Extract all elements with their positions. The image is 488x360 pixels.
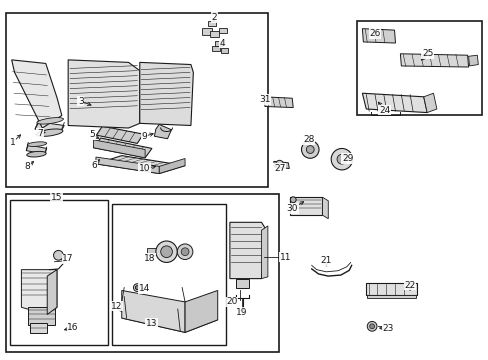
Bar <box>6 13 267 187</box>
Text: 10: 10 <box>139 164 150 173</box>
Polygon shape <box>47 270 57 315</box>
Bar <box>112 204 225 345</box>
Polygon shape <box>264 97 293 108</box>
Polygon shape <box>30 323 47 333</box>
Bar <box>6 194 278 352</box>
Circle shape <box>306 146 313 153</box>
Polygon shape <box>184 291 217 332</box>
Polygon shape <box>93 140 145 158</box>
Text: 25: 25 <box>421 49 432 58</box>
Polygon shape <box>28 307 55 325</box>
Text: 9: 9 <box>142 132 147 141</box>
Text: 3: 3 <box>78 96 83 105</box>
Text: 12: 12 <box>111 302 122 311</box>
Polygon shape <box>75 103 118 110</box>
Polygon shape <box>207 21 215 26</box>
Polygon shape <box>122 291 184 332</box>
Polygon shape <box>12 60 61 128</box>
Text: 18: 18 <box>143 254 155 263</box>
Polygon shape <box>215 41 222 45</box>
Polygon shape <box>68 60 140 128</box>
Circle shape <box>330 148 352 170</box>
Polygon shape <box>366 296 416 298</box>
Polygon shape <box>159 158 184 174</box>
Polygon shape <box>423 93 436 113</box>
Text: 24: 24 <box>378 105 389 114</box>
Circle shape <box>181 248 188 256</box>
Polygon shape <box>290 197 322 215</box>
Polygon shape <box>147 248 157 255</box>
Text: 5: 5 <box>89 130 95 139</box>
Text: 15: 15 <box>51 193 62 202</box>
Polygon shape <box>322 197 327 219</box>
Circle shape <box>336 154 346 164</box>
Polygon shape <box>218 28 227 33</box>
Polygon shape <box>96 157 159 174</box>
Polygon shape <box>26 145 47 154</box>
Bar <box>10 200 108 345</box>
Polygon shape <box>273 161 289 168</box>
Ellipse shape <box>36 129 63 136</box>
Polygon shape <box>468 55 477 66</box>
Circle shape <box>133 284 141 292</box>
Polygon shape <box>210 31 219 37</box>
Text: 8: 8 <box>25 162 31 171</box>
Polygon shape <box>96 156 184 174</box>
Polygon shape <box>122 305 217 332</box>
Polygon shape <box>362 93 427 113</box>
Circle shape <box>301 141 318 158</box>
Text: 27: 27 <box>273 164 285 173</box>
Text: 14: 14 <box>139 284 150 293</box>
Circle shape <box>369 324 374 329</box>
Text: 23: 23 <box>382 324 393 333</box>
Text: 20: 20 <box>225 297 237 306</box>
Polygon shape <box>400 54 468 67</box>
Text: 4: 4 <box>219 39 225 48</box>
Text: 16: 16 <box>67 323 79 332</box>
Ellipse shape <box>27 142 46 147</box>
Polygon shape <box>212 46 220 51</box>
Text: 30: 30 <box>286 204 297 213</box>
Polygon shape <box>93 138 152 158</box>
Circle shape <box>290 197 296 203</box>
Polygon shape <box>366 283 417 296</box>
Text: 19: 19 <box>235 308 247 317</box>
Circle shape <box>366 321 376 331</box>
Circle shape <box>156 241 177 262</box>
Text: 13: 13 <box>146 319 157 328</box>
Circle shape <box>177 244 192 260</box>
Text: 31: 31 <box>259 95 270 104</box>
Circle shape <box>135 285 139 289</box>
Text: 22: 22 <box>404 280 415 289</box>
Circle shape <box>54 251 63 260</box>
Text: 7: 7 <box>37 129 42 138</box>
Text: 1: 1 <box>10 138 16 147</box>
Polygon shape <box>362 29 395 43</box>
Polygon shape <box>140 62 193 126</box>
Text: 26: 26 <box>368 29 380 38</box>
Polygon shape <box>21 270 57 315</box>
Polygon shape <box>35 122 64 133</box>
Ellipse shape <box>37 118 63 124</box>
Circle shape <box>275 160 283 168</box>
Text: 21: 21 <box>320 256 331 265</box>
Text: 6: 6 <box>91 161 97 170</box>
Polygon shape <box>221 48 227 53</box>
Polygon shape <box>202 28 211 35</box>
Polygon shape <box>96 126 143 143</box>
Text: 11: 11 <box>279 253 290 262</box>
Bar <box>356 22 481 116</box>
Polygon shape <box>229 222 266 279</box>
Polygon shape <box>261 226 267 279</box>
Ellipse shape <box>27 151 46 157</box>
Text: 2: 2 <box>211 13 217 22</box>
Text: 17: 17 <box>62 255 74 264</box>
Circle shape <box>161 246 172 257</box>
Text: 29: 29 <box>342 154 353 163</box>
Text: 28: 28 <box>303 135 314 144</box>
Polygon shape <box>154 125 171 139</box>
Polygon shape <box>235 279 249 288</box>
